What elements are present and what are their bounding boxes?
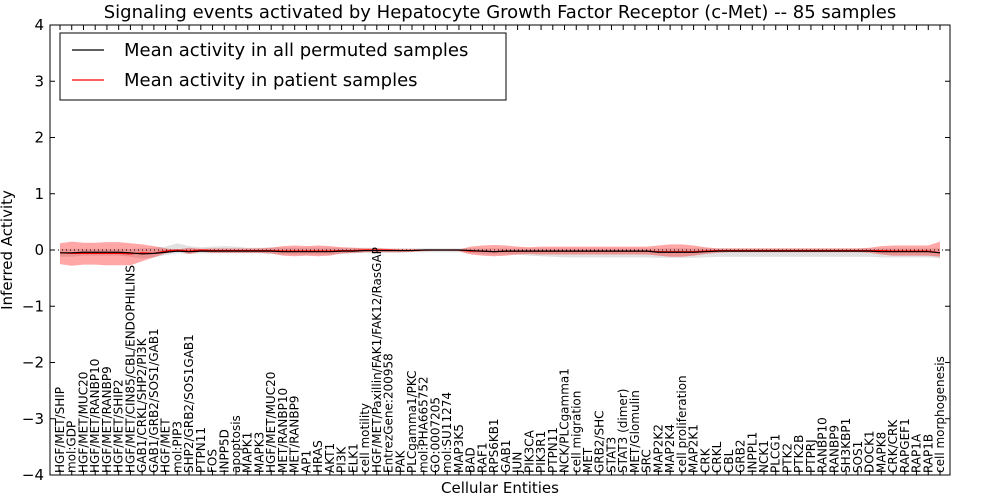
x-category-label: NCK1 bbox=[757, 440, 771, 473]
x-category-label: MET/Glomulin bbox=[628, 390, 642, 473]
x-category-label: CRK bbox=[698, 447, 712, 473]
y-tick-label: 0 bbox=[34, 241, 44, 259]
x-category-label: RANBP10 bbox=[816, 417, 830, 473]
x-category-label: MAP2K4 bbox=[663, 424, 677, 473]
y-tick-label: −1 bbox=[22, 297, 44, 315]
x-category-label: JUN bbox=[511, 452, 525, 474]
x-category-label: FOS bbox=[206, 449, 220, 473]
x-category-label: CBL bbox=[722, 449, 736, 473]
x-category-label: HGF/MET/Paxillin/FAK1/FAK12/RasGAP bbox=[370, 247, 384, 473]
x-category-label: SRC bbox=[640, 449, 654, 473]
x-category-label: MAP2K2 bbox=[651, 424, 665, 473]
x-category-label: HGF/MET/SHIP2 bbox=[112, 379, 126, 473]
plot-area: −4−3−2−101234HGF/MET/SHIPmol:GDPHGF/MET/… bbox=[22, 16, 951, 484]
x-category-label: RAF1 bbox=[475, 442, 489, 473]
x-category-label: MET/RANBP9 bbox=[288, 396, 302, 473]
legend-label: Mean activity in patient samples bbox=[124, 70, 418, 91]
legend-label: Mean activity in all permuted samples bbox=[124, 40, 468, 61]
x-category-label: PTPRJ bbox=[804, 439, 818, 473]
legend: Mean activity in all permuted samples Mea… bbox=[59, 32, 507, 101]
x-category-label: PTK2 bbox=[780, 443, 794, 473]
x-category-label: RAP1B bbox=[921, 434, 935, 473]
x-category-label: INPP5D bbox=[217, 429, 231, 473]
x-category-label: AP1 bbox=[299, 450, 313, 473]
x-category-label: SH3KBP1 bbox=[839, 418, 853, 473]
x-category-label: RAPGEF1 bbox=[898, 418, 912, 473]
x-category-label: SHP2/GRB2/SOS1GAB1 bbox=[182, 334, 196, 473]
x-category-label: HGF/MET/RANBP10 bbox=[88, 359, 102, 473]
series-line-permuted bbox=[60, 249, 941, 255]
x-category-label: HGF/MET/MUC20 bbox=[264, 372, 278, 473]
x-category-label: GAB1/GRB2/SOS1/GAB1 bbox=[147, 328, 161, 473]
x-category-label: MAPK8 bbox=[874, 432, 888, 473]
x-category-label: PLCgamma1/PKC bbox=[405, 370, 419, 473]
x-category-label: RANBP9 bbox=[827, 425, 841, 473]
x-category-label: apoptosis bbox=[229, 415, 243, 473]
band-patient bbox=[60, 241, 940, 266]
x-category-label: cell motility bbox=[358, 403, 372, 473]
x-category-label: HGF/MET bbox=[159, 418, 173, 473]
x-category-label: MAP3K5 bbox=[452, 424, 466, 473]
x-category-label: INPPL1 bbox=[745, 432, 759, 473]
x-category-label: cell proliferation bbox=[675, 375, 689, 473]
x-category-label: PIK3CA bbox=[522, 429, 536, 473]
legend-box bbox=[59, 32, 507, 101]
x-category-label: GAB1/CRKL/SHP2/PI3K bbox=[135, 337, 149, 473]
x-category-label: STAT3 bbox=[604, 437, 618, 473]
x-category-label: PLCG1 bbox=[769, 434, 783, 473]
x-category-label: PI3K bbox=[335, 446, 349, 473]
x-category-label: GRB2/SHC bbox=[593, 410, 607, 473]
x-category-label: MAPK1 bbox=[241, 432, 255, 473]
y-axis-label: Inferred Activity bbox=[0, 190, 16, 310]
x-category-label: mol:PHA665752 bbox=[417, 376, 431, 473]
x-category-label: HGF/MET/CIN85/CBL/ENDOPHILINS bbox=[123, 265, 137, 473]
x-category-label: EntrezGene:200958 bbox=[382, 353, 396, 473]
x-axis-label: Cellular Entities bbox=[441, 479, 559, 497]
y-tick-label: −3 bbox=[22, 410, 44, 428]
x-category-label: HGF/MET/RANBP9 bbox=[100, 366, 114, 473]
x-category-label: ELK1 bbox=[346, 443, 360, 473]
x-category-label: MET bbox=[581, 447, 595, 473]
x-category-label: RAP1A bbox=[910, 433, 924, 473]
x-category-label: PIK3R1 bbox=[534, 431, 548, 473]
x-category-label: MET/RANBP10 bbox=[276, 388, 290, 473]
y-tick-label: 3 bbox=[34, 72, 44, 90]
x-category-label: PTPN11 bbox=[546, 427, 560, 473]
chart-title: Signaling events activated by Hepatocyte… bbox=[104, 2, 897, 23]
x-category-label: HRAS bbox=[311, 440, 325, 473]
x-category-label: DOCK1 bbox=[863, 430, 877, 473]
x-category-label: BAD bbox=[464, 447, 478, 473]
x-category-label: PTPN11 bbox=[194, 427, 208, 473]
x-category-label: PTK2B bbox=[792, 435, 806, 473]
x-category-label: HGF/MET/MUC20 bbox=[76, 372, 90, 473]
x-category-label: HGF/MET/SHIP bbox=[53, 387, 67, 473]
x-category-label: PAK bbox=[393, 449, 407, 473]
y-tick-label: 1 bbox=[34, 185, 44, 203]
x-category-label: GAB1 bbox=[499, 440, 513, 473]
x-category-label: cell migration bbox=[569, 391, 583, 473]
x-category-label: CRK/CRK bbox=[886, 419, 900, 473]
x-category-label: cell morphogenesis bbox=[933, 356, 947, 473]
x-category-label: MAP2K1 bbox=[687, 424, 701, 473]
x-category-label: GRB2 bbox=[734, 439, 748, 473]
y-tick-label: 4 bbox=[34, 16, 44, 34]
y-tick-label: 2 bbox=[34, 129, 44, 147]
y-tick-label: −2 bbox=[22, 354, 44, 372]
x-category-label: AKT1 bbox=[323, 443, 337, 473]
x-category-label: GO:0007205 bbox=[428, 397, 442, 473]
x-category-label: MAPK3 bbox=[252, 432, 266, 473]
x-category-label: mol:SU11274 bbox=[440, 392, 454, 473]
x-category-label: STAT3 (dimer) bbox=[616, 389, 630, 473]
x-category-label: RPS6KB1 bbox=[487, 418, 501, 473]
x-category-label: NCK/PLCgamma1 bbox=[558, 368, 572, 473]
x-category-label: CRKL bbox=[710, 441, 724, 473]
x-category-label: mol:GDP bbox=[65, 421, 79, 473]
x-category-label: mol:PIP3 bbox=[170, 421, 184, 473]
x-category-label: SOS1 bbox=[851, 441, 865, 473]
y-tick-label: −4 bbox=[22, 466, 44, 484]
